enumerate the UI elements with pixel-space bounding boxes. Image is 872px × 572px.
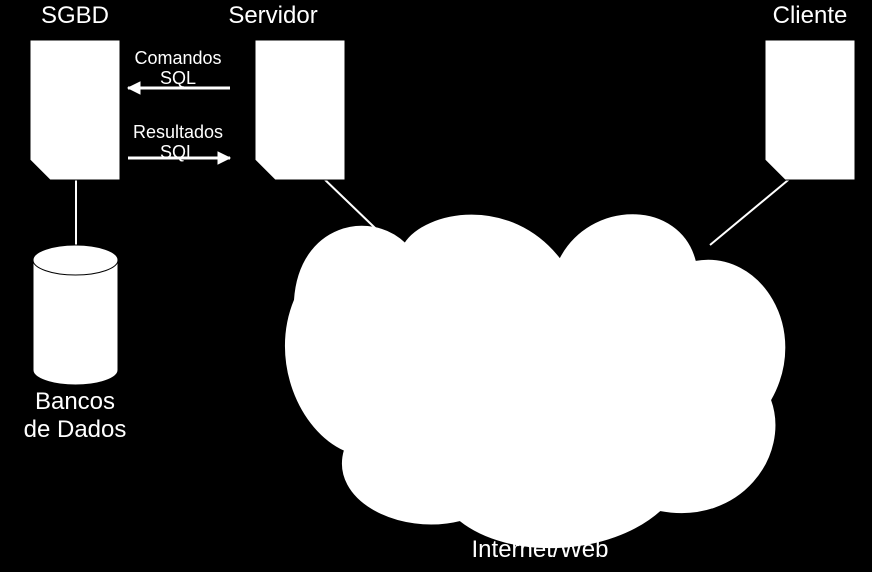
- cliente-box-icon: [765, 40, 855, 180]
- sgbd-box-icon: [30, 40, 120, 180]
- servidor-box-icon: [255, 40, 345, 180]
- line-cliente-to-cloud: [710, 176, 793, 245]
- database-icon: [33, 245, 118, 385]
- internet-cloud-icon: [286, 215, 784, 547]
- arrow-resultados: [128, 152, 230, 164]
- arrow-comandos: [128, 82, 230, 94]
